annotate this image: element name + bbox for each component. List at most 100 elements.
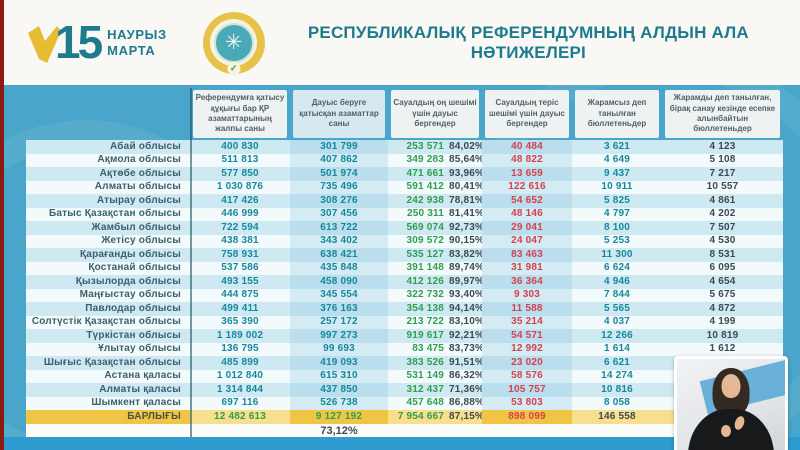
table-row: Абай облысы 400 830 301 799 253 571 84,02% 40…	[26, 140, 783, 154]
top-header: 15 НАУРЫЗ МАРТА ✳ ✓ РЕСПУБЛИКАЛЫҚ РЕФЕРЕ…	[4, 0, 800, 85]
cell-not-counted: 4 861	[709, 194, 736, 206]
cell-yes-pct: 86,32%	[449, 370, 482, 382]
cell-no: 122 616	[482, 180, 572, 194]
cell-no: 58 576	[482, 369, 572, 383]
cell-invalid: 4 797	[603, 208, 631, 220]
cell-region: Ақтөбе облысы	[99, 167, 181, 179]
cell-eligible: 400 830	[221, 140, 259, 152]
cell-yes-pct: 93,40%	[449, 289, 482, 301]
cell-no: 48 822	[482, 153, 572, 167]
emblem-white-ring: ✳	[210, 19, 258, 66]
cell-eligible: 417 426	[221, 194, 259, 206]
results-table: Референдумға қатысу құқығы бар ҚР азамат…	[26, 88, 783, 437]
cell-voted: 308 276	[290, 194, 388, 208]
table-row: Қызылорда облысы 493 155 458 090 412 126 89,…	[26, 275, 783, 289]
cell-voted: 458 090	[290, 275, 388, 289]
logo-month-ru: МАРТА	[107, 42, 156, 58]
cell-no: 31 981	[482, 261, 572, 275]
cell-yes: 250 311	[407, 208, 444, 220]
cell-eligible: 577 850	[221, 167, 259, 179]
cell-region: Абай облысы	[110, 140, 181, 152]
cell-yes: 309 572	[406, 235, 444, 247]
logo-day-number: 15	[55, 15, 103, 68]
cell-region: Алматы қаласы	[99, 383, 181, 395]
cell-yes-pct: 87,15%	[449, 411, 482, 422]
cell-invalid: 10 816	[601, 383, 633, 395]
cell-region: Астана қаласы	[104, 370, 181, 382]
cell-voted: 301 799	[290, 140, 388, 154]
cell-region: Ақмола облысы	[97, 154, 181, 166]
cell-invalid: 12 266	[601, 329, 633, 341]
cell-invalid: 8 100	[603, 221, 631, 233]
cell-no: 11 588	[482, 302, 572, 316]
cell-invalid: 9 437	[603, 167, 631, 179]
cell-yes-pct: 91,51%	[449, 356, 482, 368]
total-row: БАРЛЫҒЫ 12 482 613 9 127 192 7 954 667 87,15…	[26, 410, 783, 424]
label-column-divider	[190, 88, 192, 437]
cell-invalid: 5 253	[603, 235, 631, 247]
cell-yes-pct: 80,41%	[449, 181, 482, 193]
cell-yes-pct: 84,02%	[449, 140, 482, 152]
cell-yes: 471 661	[406, 167, 444, 179]
cell-yes: 253 571	[406, 140, 444, 152]
cell-not-counted: 10 819	[706, 329, 739, 341]
cell-voted: 9 127 192	[290, 410, 388, 424]
table-row: Қарағанды облысы 758 931 638 421 535 127 83,…	[26, 248, 783, 262]
cell-eligible: 446 999	[221, 208, 259, 220]
cell-voted: 257 172	[290, 315, 388, 329]
cell-no: 13 659	[482, 167, 572, 181]
cell-region: Ұлытау облысы	[98, 343, 181, 355]
cell-no: 54 571	[482, 329, 572, 343]
cell-invalid: 4 037	[603, 316, 631, 328]
cell-no: 24 047	[482, 234, 572, 248]
cell-voted: 735 496	[290, 180, 388, 194]
table-row: Ұлытау облысы 136 795 99 693 83 475 83,73% 12…	[26, 342, 783, 356]
cell-eligible: 136 795	[221, 343, 259, 355]
table-row: Шығыс Қазақстан облысы 485 899 419 093 383 …	[26, 356, 783, 370]
cell-invalid: 6 621	[603, 356, 631, 368]
table-row: Батыс Қазақстан облысы 446 999 307 456 250 …	[26, 207, 783, 221]
emblem-check-icon: ✓	[227, 61, 241, 75]
cell-invalid: 5 565	[603, 302, 631, 314]
cell-yes: 569 074	[406, 221, 444, 233]
cell-no: 23 020	[482, 356, 572, 370]
cell-region: Қызылорда облысы	[75, 275, 181, 287]
cell-yes: 535 127	[406, 248, 444, 260]
cell-eligible: 444 875	[221, 289, 259, 301]
cell-no: 54 652	[482, 194, 572, 208]
cell-yes: 213 722	[406, 316, 444, 328]
col-header-yes: Сауалдың оң шешімі үшін дауыс бергендер	[391, 90, 479, 138]
cell-yes-pct: 83,82%	[449, 248, 482, 260]
cell-invalid: 6 624	[603, 262, 631, 274]
cell-no: 35 214	[482, 315, 572, 329]
cell-region: Қарағанды облысы	[80, 248, 181, 260]
table-row: Түркістан облысы 1 189 002 997 273 919 617 9…	[26, 329, 783, 343]
cell-voted: 613 722	[290, 221, 388, 235]
cell-eligible: 697 116	[221, 397, 259, 409]
cell-eligible: 499 411	[221, 302, 259, 314]
cell-eligible: 722 594	[221, 221, 259, 233]
cell-not-counted: 4 199	[709, 316, 736, 328]
sign-language-interpreter-video	[674, 356, 788, 450]
table-row: Астана қаласы 1 012 840 615 310 531 149 86,3…	[26, 369, 783, 383]
cell-eligible: 537 586	[221, 262, 259, 274]
col-header-no: Сауалдың теріс шешімі үшін дауыс бергенд…	[485, 90, 569, 138]
cell-yes-pct: 92,21%	[449, 329, 482, 341]
cell-yes-pct: 89,74%	[449, 262, 482, 274]
cec-emblem-icon: ✳ ✓	[202, 11, 265, 75]
cell-no: 12 992	[482, 342, 572, 356]
cell-region: Солтүстік Қазақстан облысы	[31, 316, 181, 328]
cell-voted: 407 862	[290, 153, 388, 167]
cell-eligible: 493 155	[221, 275, 259, 287]
cell-yes: 349 283	[406, 154, 444, 166]
cell-invalid: 11 300	[601, 248, 633, 260]
cell-region: Шымкент қаласы	[91, 397, 181, 409]
logo-month-kk: НАУРЫЗ	[107, 26, 167, 42]
table-row: Ақтөбе облысы 577 850 501 974 471 661 93,96%…	[26, 167, 783, 181]
cell-yes: 83 475	[412, 343, 444, 355]
cell-eligible: 511 813	[221, 154, 259, 166]
cell-not-counted: 4 872	[709, 302, 736, 314]
left-edge-stripe	[0, 0, 4, 450]
cell-no: 53 803	[482, 396, 572, 410]
cell-invalid: 1 614	[603, 343, 631, 355]
